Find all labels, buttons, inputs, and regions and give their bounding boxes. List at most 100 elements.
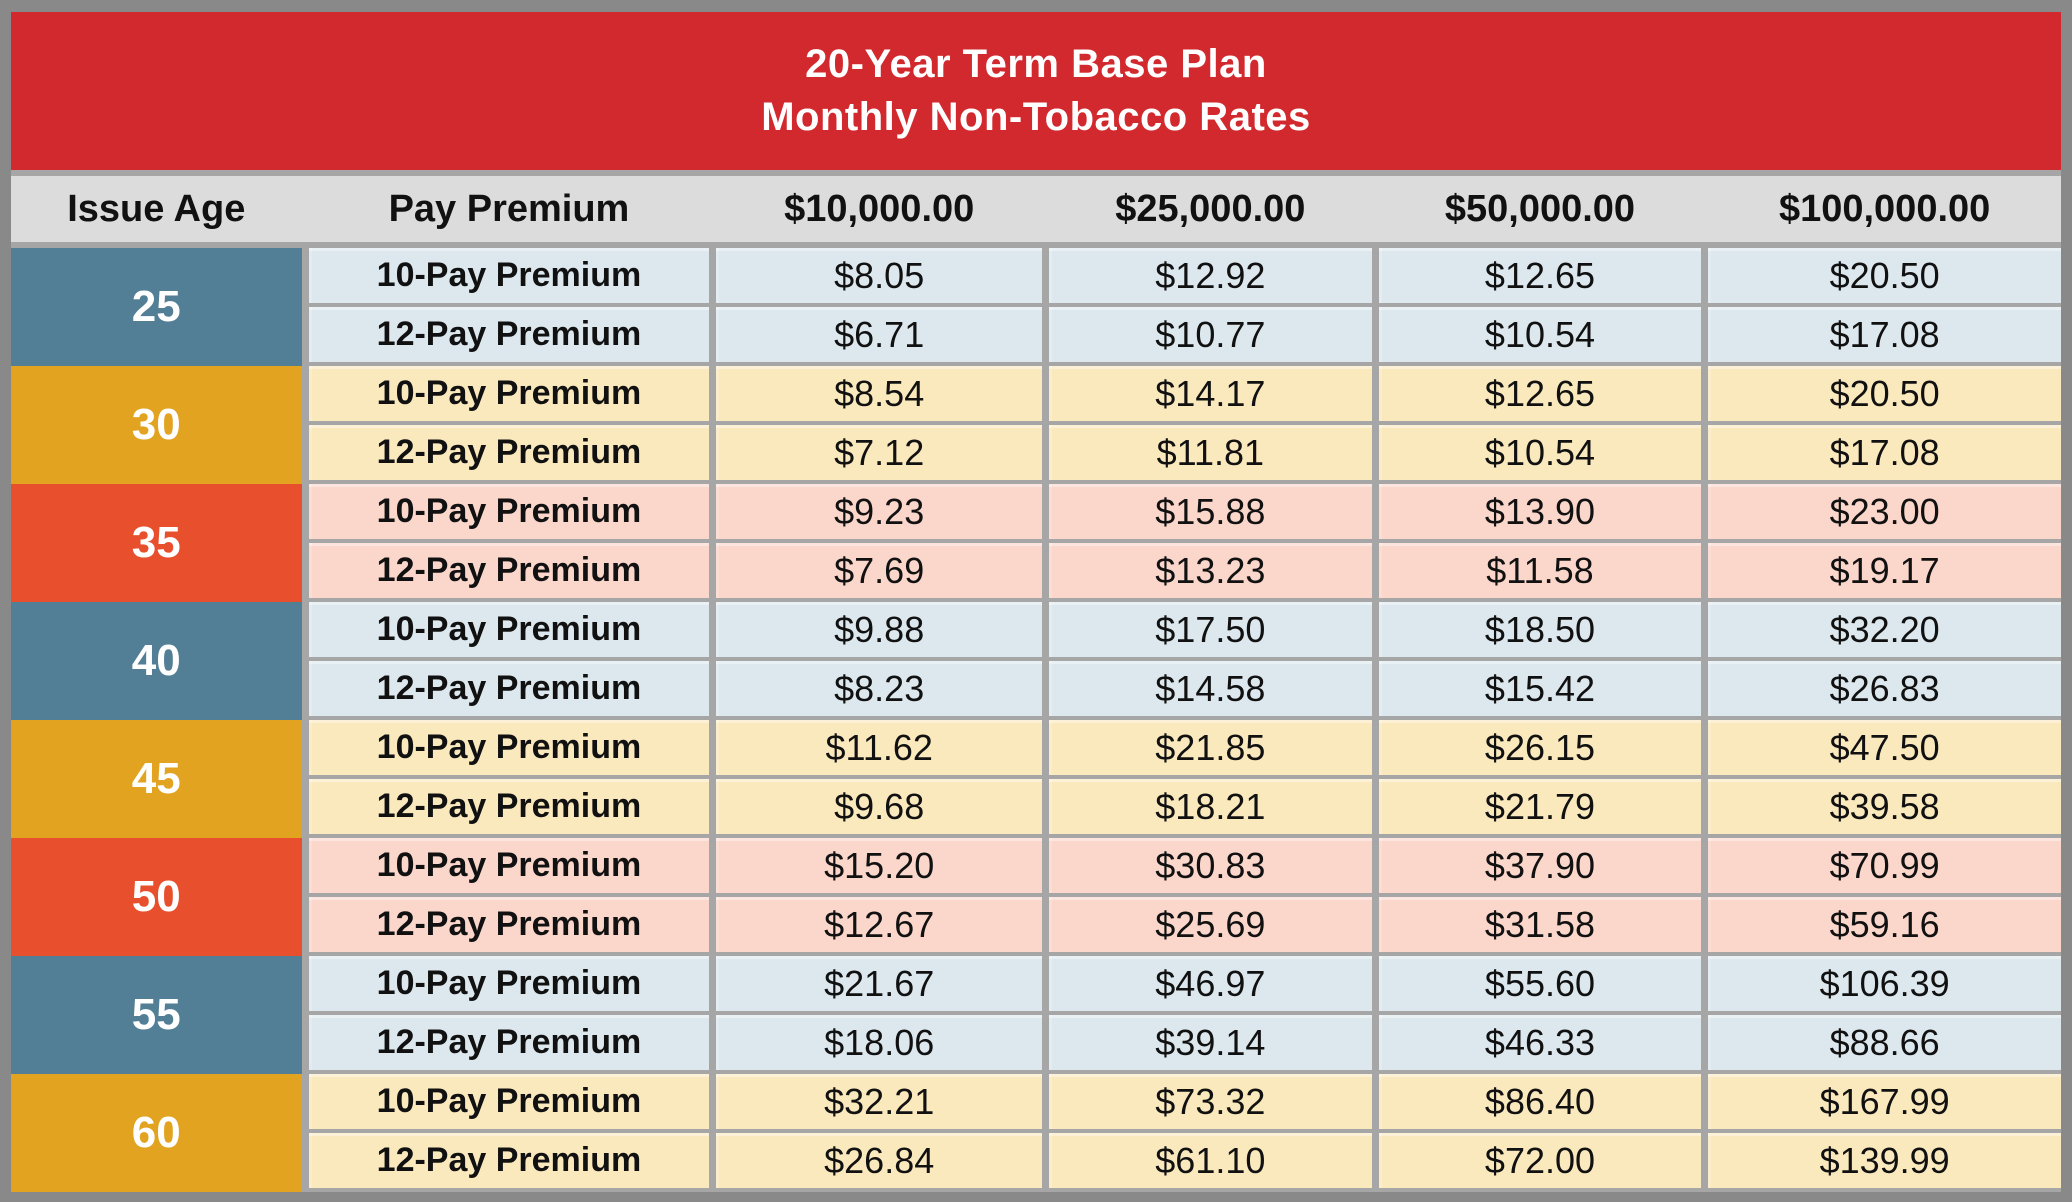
column-header-50000: $50,000.00 xyxy=(1444,187,1636,230)
issue-age-cell: 25 xyxy=(11,248,302,366)
pay-plan-label-10pay: 10-Pay Premium xyxy=(308,1074,710,1129)
rate-value-10pay-100000: $106.39 xyxy=(1708,956,2061,1011)
rate-value-10pay-50000: $26.15 xyxy=(1378,720,1702,775)
pay-plan-label-12pay: 12-Pay Premium xyxy=(308,1015,710,1070)
rate-value-10pay-10000: $32.21 xyxy=(716,1074,1043,1129)
rate-value-12pay-50000: $10.54 xyxy=(1378,425,1702,480)
pay-plan-label-10pay: 10-Pay Premium xyxy=(308,956,710,1011)
rate-value-10pay-10000: $8.05 xyxy=(716,248,1043,303)
rate-value-10pay-10000: $15.20 xyxy=(716,838,1043,893)
rate-value-10pay-50000: $37.90 xyxy=(1378,838,1702,893)
rate-value-12pay-10000: $7.69 xyxy=(716,543,1043,598)
rate-value-10pay-25000: $46.97 xyxy=(1049,956,1372,1011)
rate-value-12pay-50000: $11.58 xyxy=(1378,543,1702,598)
issue-age-cell: 50 xyxy=(11,838,302,956)
rate-value-12pay-100000: $26.83 xyxy=(1708,661,2061,716)
pay-plan-label-10pay: 10-Pay Premium xyxy=(308,484,710,539)
rate-value-10pay-50000: $55.60 xyxy=(1378,956,1702,1011)
rate-value-10pay-25000: $17.50 xyxy=(1049,602,1372,657)
rate-value-12pay-100000: $88.66 xyxy=(1708,1015,2061,1070)
pay-plan-label-12pay: 12-Pay Premium xyxy=(308,661,710,716)
rate-value-12pay-25000: $18.21 xyxy=(1049,779,1372,834)
rate-value-12pay-50000: $31.58 xyxy=(1378,897,1702,952)
column-header-row: Issue Age Pay Premium $10,000.00 $25,000… xyxy=(11,176,2061,242)
rate-value-12pay-10000: $12.67 xyxy=(716,897,1043,952)
pay-plan-label-12pay: 12-Pay Premium xyxy=(308,543,710,598)
rate-value-12pay-100000: $17.08 xyxy=(1708,425,2061,480)
pay-plan-label-12pay: 12-Pay Premium xyxy=(308,897,710,952)
rate-value-12pay-25000: $10.77 xyxy=(1049,307,1372,362)
rate-value-12pay-10000: $6.71 xyxy=(716,307,1043,362)
rate-value-10pay-50000: $12.65 xyxy=(1378,366,1702,421)
rate-value-10pay-10000: $21.67 xyxy=(716,956,1043,1011)
rate-value-10pay-25000: $12.92 xyxy=(1049,248,1372,303)
rate-value-12pay-10000: $8.23 xyxy=(716,661,1043,716)
rate-value-12pay-100000: $39.58 xyxy=(1708,779,2061,834)
rate-value-12pay-100000: $139.99 xyxy=(1708,1133,2061,1188)
rate-value-10pay-25000: $30.83 xyxy=(1049,838,1372,893)
rate-value-12pay-10000: $7.12 xyxy=(716,425,1043,480)
rate-value-12pay-25000: $39.14 xyxy=(1049,1015,1372,1070)
rate-value-12pay-50000: $15.42 xyxy=(1378,661,1702,716)
pay-plan-label-12pay: 12-Pay Premium xyxy=(308,1133,710,1188)
pay-plan-label-10pay: 10-Pay Premium xyxy=(308,248,710,303)
column-header-25000: $25,000.00 xyxy=(1115,187,1306,230)
rate-value-12pay-25000: $11.81 xyxy=(1049,425,1372,480)
title-line-1: 20-Year Term Base Plan xyxy=(805,42,1267,86)
rate-value-10pay-25000: $21.85 xyxy=(1049,720,1372,775)
rate-value-10pay-50000: $13.90 xyxy=(1378,484,1702,539)
rate-value-12pay-10000: $26.84 xyxy=(716,1133,1043,1188)
rate-value-10pay-100000: $23.00 xyxy=(1708,484,2061,539)
rate-value-12pay-50000: $10.54 xyxy=(1378,307,1702,362)
title-line-2: Monthly Non-Tobacco Rates xyxy=(761,95,1311,139)
rate-value-10pay-100000: $20.50 xyxy=(1708,366,2061,421)
pay-plan-label-12pay: 12-Pay Premium xyxy=(308,425,710,480)
rate-value-10pay-10000: $9.23 xyxy=(716,484,1043,539)
rate-value-12pay-100000: $59.16 xyxy=(1708,897,2061,952)
rate-value-12pay-25000: $14.58 xyxy=(1049,661,1372,716)
issue-age-cell: 30 xyxy=(11,366,302,484)
rate-value-10pay-25000: $14.17 xyxy=(1049,366,1372,421)
rate-value-10pay-100000: $20.50 xyxy=(1708,248,2061,303)
rate-value-10pay-10000: $9.88 xyxy=(716,602,1043,657)
issue-age-cell: 45 xyxy=(11,720,302,838)
issue-age-cell: 35 xyxy=(11,484,302,602)
rate-value-10pay-10000: $11.62 xyxy=(716,720,1043,775)
pay-plan-label-10pay: 10-Pay Premium xyxy=(308,366,710,421)
rate-value-10pay-10000: $8.54 xyxy=(716,366,1043,421)
rate-value-12pay-50000: $21.79 xyxy=(1378,779,1702,834)
issue-age-cell: 55 xyxy=(11,956,302,1074)
pay-plan-label-10pay: 10-Pay Premium xyxy=(308,720,710,775)
pay-plan-label-12pay: 12-Pay Premium xyxy=(308,307,710,362)
rate-value-12pay-25000: $25.69 xyxy=(1049,897,1372,952)
rate-value-10pay-100000: $70.99 xyxy=(1708,838,2061,893)
pay-plan-label-10pay: 10-Pay Premium xyxy=(308,602,710,657)
rate-value-10pay-25000: $73.32 xyxy=(1049,1074,1372,1129)
column-header-pay-premium: Pay Premium xyxy=(388,187,630,230)
rate-value-10pay-50000: $12.65 xyxy=(1378,248,1702,303)
rate-value-10pay-100000: $167.99 xyxy=(1708,1074,2061,1129)
rate-value-10pay-25000: $15.88 xyxy=(1049,484,1372,539)
column-header-issue-age: Issue Age xyxy=(67,187,246,230)
rate-value-10pay-100000: $47.50 xyxy=(1708,720,2061,775)
rate-value-10pay-50000: $18.50 xyxy=(1378,602,1702,657)
rate-value-10pay-100000: $32.20 xyxy=(1708,602,2061,657)
issue-age-cell: 40 xyxy=(11,602,302,720)
rates-table: 20-Year Term Base Plan Monthly Non-Tobac… xyxy=(11,12,2061,1192)
rate-value-12pay-25000: $61.10 xyxy=(1049,1133,1372,1188)
issue-age-cell: 60 xyxy=(11,1074,302,1192)
column-header-10000: $10,000.00 xyxy=(784,187,975,230)
pay-plan-label-12pay: 12-Pay Premium xyxy=(308,779,710,834)
rate-value-12pay-100000: $17.08 xyxy=(1708,307,2061,362)
rate-value-12pay-50000: $46.33 xyxy=(1378,1015,1702,1070)
rate-value-12pay-50000: $72.00 xyxy=(1378,1133,1702,1188)
rate-value-12pay-25000: $13.23 xyxy=(1049,543,1372,598)
pay-plan-label-10pay: 10-Pay Premium xyxy=(308,838,710,893)
table-title-banner: 20-Year Term Base Plan Monthly Non-Tobac… xyxy=(11,12,2061,170)
rate-value-12pay-10000: $18.06 xyxy=(716,1015,1043,1070)
rate-value-12pay-100000: $19.17 xyxy=(1708,543,2061,598)
column-header-100000: $100,000.00 xyxy=(1778,187,1991,230)
rate-value-12pay-10000: $9.68 xyxy=(716,779,1043,834)
rate-value-10pay-50000: $86.40 xyxy=(1378,1074,1702,1129)
